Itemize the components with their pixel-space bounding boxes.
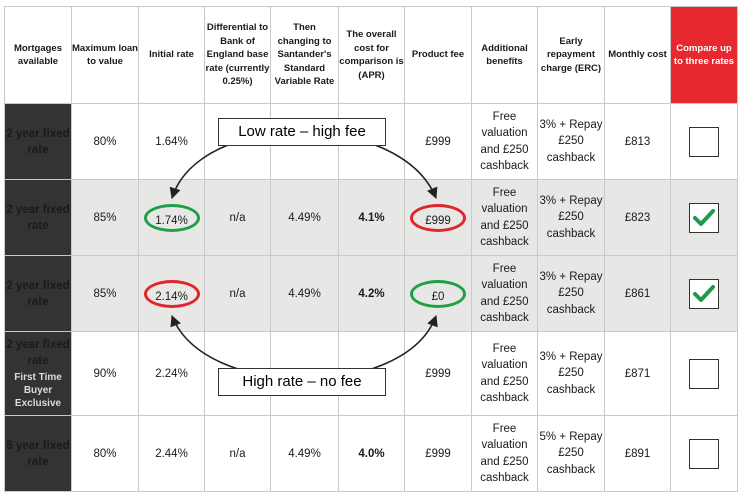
compare-cell — [670, 179, 738, 256]
svr-cell: 4.49% — [270, 255, 339, 332]
product-label: 2 year fixed rate — [4, 255, 72, 332]
benefits-cell: Free valuation and £250 cashback — [471, 255, 538, 332]
monthly-cost-cell: £891 — [604, 415, 671, 492]
check-icon — [693, 208, 715, 226]
check-icon — [693, 284, 715, 302]
header-product-fee: Product fee — [404, 6, 472, 104]
differential-cell: n/a — [204, 255, 271, 332]
svr-cell: 4.49% — [270, 415, 339, 492]
callout-high-rate-no-fee: High rate – no fee — [218, 368, 386, 396]
erc-cell: 3% + Repay £250 cashback — [537, 179, 605, 256]
fee-highlight-circle: £0 — [410, 279, 466, 308]
benefits-cell: Free valuation and £250 cashback — [471, 179, 538, 256]
header-initial-rate: Initial rate — [138, 6, 205, 104]
compare-cell — [670, 415, 738, 492]
compare-cell — [670, 255, 738, 332]
product-label: 2 year fixed rate — [4, 103, 72, 180]
product-name: 2 year fixed rate — [6, 127, 70, 156]
product-label: 5 year fixed rate — [4, 415, 72, 492]
product-label: 2 year fixed rate — [4, 179, 72, 256]
apr-cell: 4.1% — [338, 179, 405, 256]
header-svr: Then changing to Santander's Standard Va… — [270, 6, 339, 104]
product-fee-cell: £999 — [404, 415, 472, 492]
ltv-cell: 80% — [71, 415, 139, 492]
monthly-cost-cell: £823 — [604, 179, 671, 256]
compare-cell — [670, 103, 738, 180]
differential-cell: n/a — [204, 179, 271, 256]
monthly-cost-cell: £813 — [604, 103, 671, 180]
product-label: 2 year fixed rate First Time Buyer Exclu… — [4, 331, 72, 416]
initial-rate-cell: 2.24% — [138, 331, 205, 416]
header-differential: Differential to Bank of England base rat… — [204, 6, 271, 104]
initial-rate-cell: 2.14% — [138, 255, 205, 332]
product-fee-cell: £999 — [404, 103, 472, 180]
apr-cell: 4.0% — [338, 415, 405, 492]
compare-cell — [670, 331, 738, 416]
benefits-cell: Free valuation and £250 cashback — [471, 103, 538, 180]
apr-cell: 4.2% — [338, 255, 405, 332]
erc-cell: 3% + Repay £250 cashback — [537, 331, 605, 416]
table-row: 2 year fixed rate 85% 1.74% n/a 4.49% 4.… — [4, 179, 738, 256]
monthly-cost-cell: £871 — [604, 331, 671, 416]
header-compare-rates: Compare up to three rates — [670, 6, 738, 104]
fee-highlight-circle: £999 — [410, 203, 466, 232]
header-monthly-cost: Monthly cost — [604, 6, 671, 104]
header-apr: The overall cost for comparison is (APR) — [338, 6, 405, 104]
erc-cell: 3% + Repay £250 cashback — [537, 103, 605, 180]
initial-rate-cell: 1.64% — [138, 103, 205, 180]
product-fee-cell: £999 — [404, 179, 472, 256]
callout-low-rate-high-fee: Low rate – high fee — [218, 118, 386, 146]
ltv-cell: 85% — [71, 179, 139, 256]
table-row: 5 year fixed rate 80% 2.44% n/a 4.49% 4.… — [4, 415, 738, 492]
rate-highlight-circle: 1.74% — [143, 203, 200, 232]
monthly-cost-cell: £861 — [604, 255, 671, 332]
product-fee-cell: £0 — [404, 255, 472, 332]
product-name: 2 year fixed rate — [6, 339, 70, 367]
product-name: 2 year fixed rate — [6, 203, 70, 232]
header-mortgages-available: Mortgages available — [4, 6, 72, 104]
header-erc: Early repayment charge (ERC) — [537, 6, 605, 104]
erc-cell: 5% + Repay £250 cashback — [537, 415, 605, 492]
table-row: 2 year fixed rate 85% 2.14% n/a 4.49% 4.… — [4, 255, 738, 332]
compare-checkbox[interactable] — [689, 202, 719, 233]
initial-rate-cell: 2.44% — [138, 415, 205, 492]
product-fee-cell: £999 — [404, 331, 472, 416]
compare-checkbox[interactable] — [689, 438, 719, 469]
ltv-cell: 90% — [71, 331, 139, 416]
ltv-cell: 80% — [71, 103, 139, 180]
header-max-ltv: Maximum loan to value — [71, 6, 139, 104]
header-row: Mortgages available Maximum loan to valu… — [4, 6, 738, 104]
mortgage-rates-table: Mortgages available Maximum loan to valu… — [4, 6, 738, 492]
differential-cell: n/a — [204, 415, 271, 492]
benefits-cell: Free valuation and £250 cashback — [471, 415, 538, 492]
svr-cell: 4.49% — [270, 179, 339, 256]
erc-cell: 3% + Repay £250 cashback — [537, 255, 605, 332]
compare-checkbox[interactable] — [689, 278, 719, 309]
product-subtitle: First Time Buyer Exclusive — [14, 372, 62, 409]
ltv-cell: 85% — [71, 255, 139, 332]
initial-rate-cell: 1.74% — [138, 179, 205, 256]
product-name: 5 year fixed rate — [6, 439, 70, 468]
compare-checkbox[interactable] — [689, 126, 719, 157]
rate-highlight-circle: 2.14% — [143, 279, 200, 308]
benefits-cell: Free valuation and £250 cashback — [471, 331, 538, 416]
product-name: 2 year fixed rate — [6, 279, 70, 308]
compare-checkbox[interactable] — [689, 358, 719, 389]
header-additional-benefits: Additional benefits — [471, 6, 538, 104]
